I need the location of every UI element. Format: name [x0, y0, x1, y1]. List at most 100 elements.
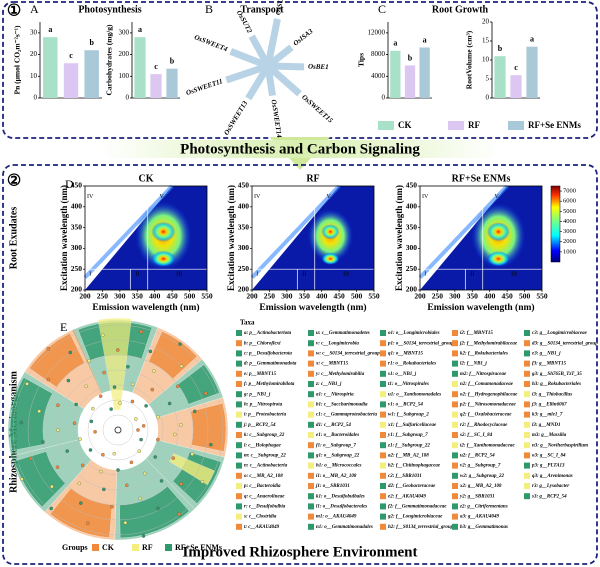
y-tick-label: 0 [382, 94, 386, 102]
node [126, 365, 130, 369]
node [84, 384, 88, 389]
legend-swatch [448, 121, 464, 130]
colorbar-label: 1000 [563, 248, 576, 255]
taxa-item: n1: o__Gemmatimonadales [316, 525, 373, 530]
taxa-item: n2: f__Comamonadaceae [460, 382, 514, 387]
node [91, 406, 95, 411]
taxa-swatch [380, 432, 386, 438]
taxa-swatch [452, 513, 458, 520]
clade [177, 364, 220, 405]
taxa-item: s3: g__RCP2_54 [531, 494, 567, 499]
taxa-swatch [236, 411, 242, 418]
significance-letter: c [154, 62, 158, 71]
x-tick-label: 400 [149, 292, 161, 301]
taxa-item: n: c__Actinobacteria [244, 464, 288, 469]
taxa-item: h1: o__Micrococcales [316, 464, 361, 469]
y-tick-label: 10 [30, 72, 38, 80]
node [65, 449, 69, 453]
taxa-swatch [380, 452, 386, 459]
node [78, 437, 82, 441]
taxa-item: x1: f__Sulfuricellaceae [387, 423, 437, 428]
taxa-swatch [452, 391, 458, 398]
peak [151, 250, 176, 267]
bar [134, 37, 146, 98]
taxa-item: o3: g__SC_I_84 [532, 454, 566, 459]
taxa-item: i: p__Proteobacteria [244, 413, 287, 418]
taxa-title: Taxa [240, 319, 255, 327]
taxa-item: q3: g__Arenimonas [532, 474, 573, 479]
taxa-swatch [308, 340, 314, 347]
y-tick-label: 300 [119, 28, 130, 36]
taxa-swatch [452, 462, 458, 469]
taxa-item: g: p__NB1_j [243, 392, 271, 397]
panel-letter: B [205, 2, 213, 16]
node [203, 391, 208, 396]
taxa-item: e3: g__NB1_j [532, 352, 561, 357]
node [144, 404, 148, 408]
taxa-swatch [236, 452, 242, 459]
legend-swatch [132, 544, 139, 551]
significance-letter: b [170, 57, 175, 66]
x-tick-label: 200 [414, 292, 426, 301]
colorbar-label: 4000 [563, 218, 576, 225]
clade [97, 317, 132, 411]
taxa-swatch [308, 513, 314, 520]
taxa-item: d2: f__Geobacteraceae [388, 484, 436, 489]
taxa-swatch [236, 493, 242, 500]
y-tick-label: 200 [406, 285, 418, 294]
taxa-item: x2: g__MB_A2_108 [459, 484, 502, 489]
node [209, 442, 213, 447]
taxa-swatch [524, 483, 530, 489]
y-tick-label: 100 [119, 72, 130, 80]
bar [63, 63, 79, 98]
diag [83, 184, 174, 279]
node [148, 349, 153, 354]
taxa-item: y2: g__SBR1031 [459, 494, 495, 499]
node [179, 482, 183, 486]
taxa-swatch [452, 381, 458, 387]
taxa-item: a: p__Actinobacteriota [244, 331, 292, 336]
panel-title: Photosynthesis [78, 4, 141, 15]
gene-label: OsSWEET11 [185, 77, 224, 97]
taxa-swatch [308, 360, 314, 367]
node [101, 333, 105, 337]
taxa-item: d3: g__S0134_terrestrial_group [532, 341, 598, 346]
taxa-swatch [452, 370, 458, 377]
spoke [245, 64, 271, 101]
region-label: III [511, 272, 517, 278]
diag [418, 184, 509, 279]
taxa-item: y1: f__Subgroup_7 [387, 433, 428, 438]
taxa-item: u1: o__Xanthomonadales [388, 392, 441, 397]
node [123, 520, 128, 525]
taxa-swatch [524, 401, 530, 408]
taxa-item: b2: f__Chitinophagaceae [388, 464, 441, 469]
taxa-item: g2: f__Longimicrobiaceae [387, 515, 443, 520]
taxa-swatch [236, 360, 242, 367]
node [159, 479, 164, 483]
y-tick-label: 250 [238, 264, 250, 273]
taxa-item: f1: o__Subgroup_7 [316, 443, 356, 448]
region-label: III [176, 272, 182, 278]
taxa-swatch [308, 411, 314, 418]
taxa-item: m2: f__Nitrospiraceae [460, 372, 507, 377]
x-tick-label: 250 [432, 292, 444, 301]
significance-letter: a [530, 35, 534, 44]
x-tick-label: 500 [351, 292, 363, 301]
x-tick-label: 300 [114, 292, 126, 301]
colorbar-label: 7000 [563, 188, 576, 195]
x-tick-label: 200 [79, 292, 91, 301]
bar [390, 50, 401, 98]
region-label: IV [422, 194, 429, 200]
node [99, 469, 103, 474]
peak [321, 224, 340, 240]
region-label: II [302, 272, 306, 278]
taxa-item: f2: f__Gemmatimonadaceae [388, 505, 447, 510]
taxa-swatch [236, 381, 242, 387]
region-label: I [424, 272, 426, 278]
taxa-item: l1: o__Desulfobacterales [316, 505, 367, 510]
taxa-item: g3: g__Sh765B_TzT_35 [531, 372, 582, 377]
taxa-item: v2: g__Subgroup_7 [460, 464, 501, 469]
taxa-item: k3: g__mle1_7 [532, 413, 563, 418]
y-tick-label: 8000 [371, 50, 386, 58]
x-tick-label: 450 [167, 292, 179, 301]
